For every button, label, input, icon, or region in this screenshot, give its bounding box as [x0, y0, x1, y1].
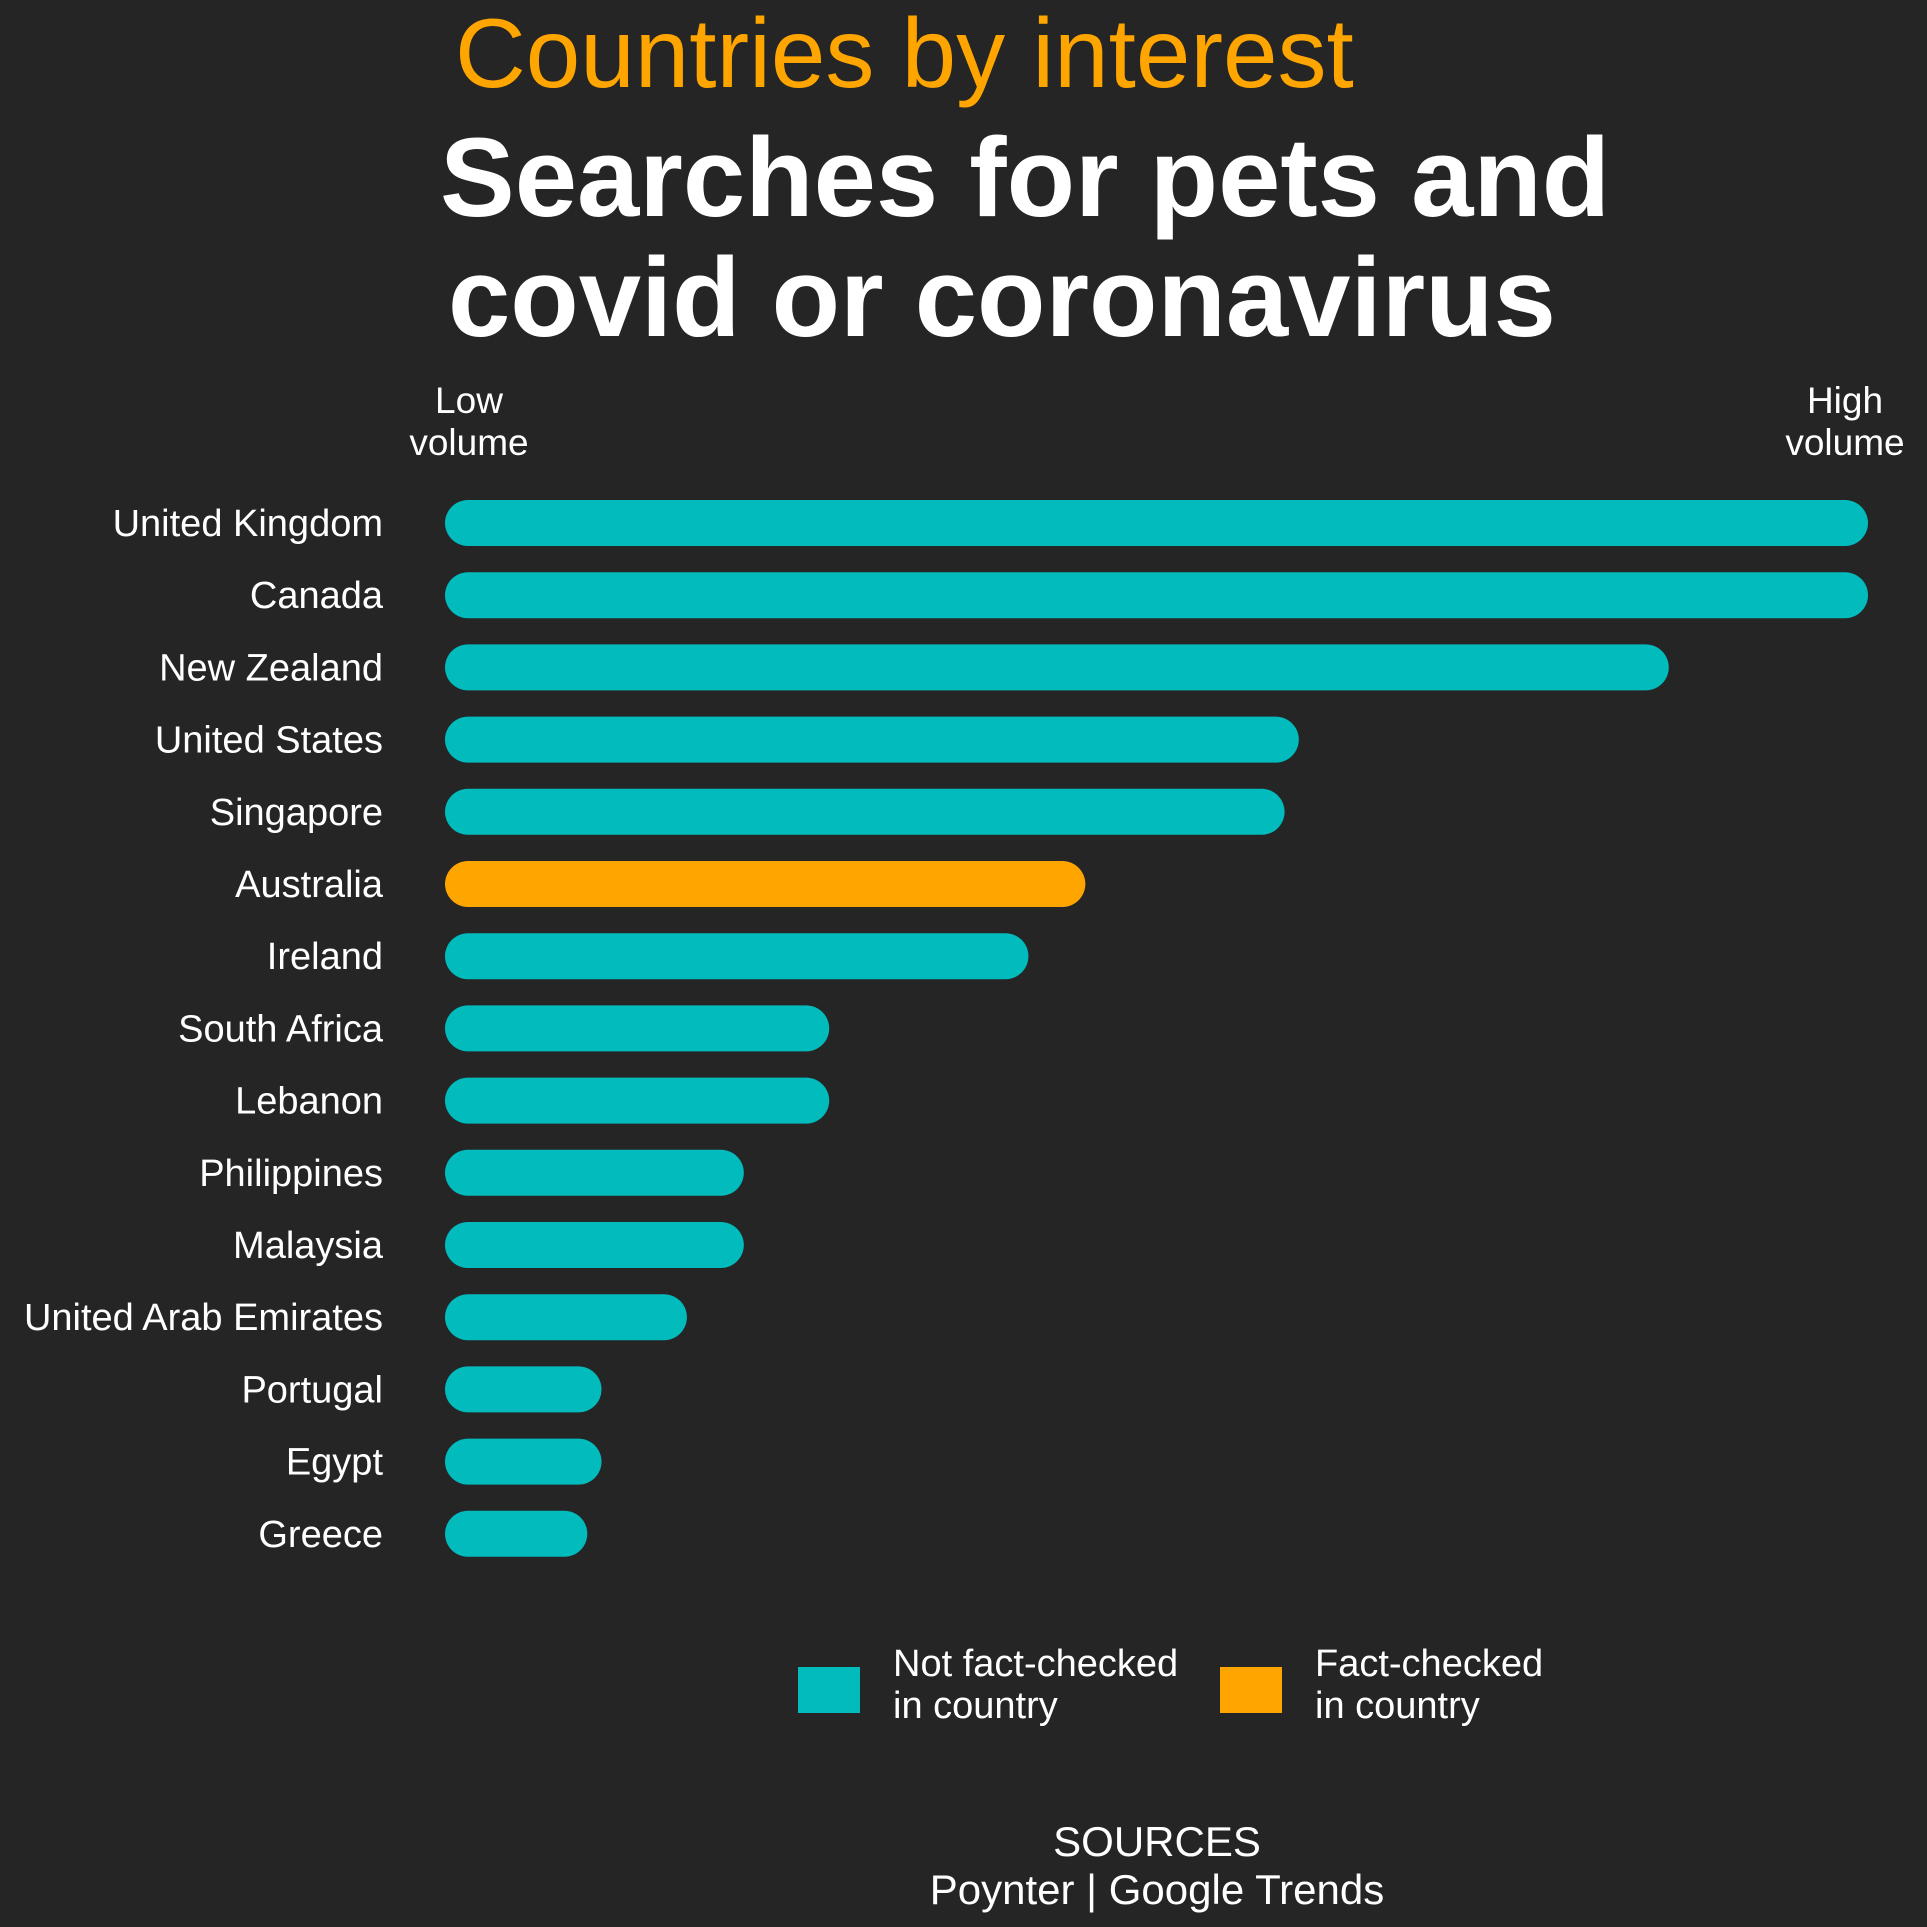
- bar-philippines: [445, 1149, 744, 1196]
- legend-item-fact-checked: Fact-checked in country: [1220, 1643, 1580, 1743]
- category-label-united-kingdom: United Kingdom: [113, 503, 383, 545]
- scale-low-label-line-2: volume: [409, 422, 529, 463]
- category-label-south-africa: South Africa: [178, 1008, 384, 1050]
- bar-malaysia: [445, 1222, 744, 1268]
- bar-ireland: [445, 933, 1029, 980]
- category-label-malaysia: Malaysia: [233, 1225, 384, 1267]
- bar-singapore: [445, 788, 1285, 835]
- scale-low-label: Low volume: [384, 380, 554, 464]
- category-label-egypt: Egypt: [286, 1442, 384, 1484]
- bar-united-kingdom: [445, 500, 1868, 546]
- legend-label-not-fact-checked-line-2: in country: [893, 1685, 1058, 1727]
- chart-title-line-2: covid or coronavirus: [448, 235, 1556, 360]
- bar-australia: [445, 861, 1086, 907]
- legend-swatch-not-fact-checked: [798, 1667, 860, 1713]
- chart-kicker: Countries by interest: [455, 0, 1354, 108]
- legend-swatch-fact-checked: [1220, 1667, 1282, 1713]
- category-label-united-states: United States: [155, 720, 383, 762]
- bar-new-zealand: [445, 644, 1669, 691]
- category-label-philippines: Philippines: [199, 1153, 383, 1195]
- bar-greece: [445, 1510, 588, 1557]
- sources-note: SOURCES Poynter | Google Trends: [857, 1818, 1457, 1914]
- scale-high-label: High volume: [1760, 380, 1927, 464]
- legend-label-fact-checked-line-1: Fact-checked: [1315, 1643, 1544, 1685]
- category-label-singapore: Singapore: [210, 792, 383, 834]
- legend-label-not-fact-checked: Not fact-checked in country: [893, 1643, 1178, 1727]
- bar-south-africa: [445, 1005, 830, 1052]
- chart-title: Searches for pets and covid or coronavir…: [440, 118, 1610, 358]
- legend-label-not-fact-checked-line-1: Not fact-checked: [893, 1643, 1179, 1685]
- scale-low-label-line-1: Low: [435, 380, 503, 421]
- bar-united-states: [445, 716, 1299, 763]
- category-label-australia: Australia: [235, 864, 384, 906]
- category-label-united-arab-emirates: United Arab Emirates: [24, 1297, 383, 1339]
- legend-item-not-fact-checked: Not fact-checked in country: [798, 1643, 1178, 1743]
- category-label-portugal: Portugal: [241, 1369, 383, 1411]
- scale-high-label-line-2: volume: [1785, 422, 1905, 463]
- bar-egypt: [445, 1438, 602, 1485]
- category-label-ireland: Ireland: [267, 936, 383, 978]
- sources-heading: SOURCES: [1053, 1818, 1261, 1865]
- category-label-greece: Greece: [258, 1514, 383, 1556]
- category-label-new-zealand: New Zealand: [159, 647, 383, 689]
- legend-label-fact-checked-line-2: in country: [1315, 1685, 1480, 1727]
- bar-lebanon: [445, 1077, 830, 1124]
- sources-text: Poynter | Google Trends: [929, 1866, 1385, 1913]
- legend-label-fact-checked: Fact-checked in country: [1315, 1643, 1543, 1727]
- category-label-canada: Canada: [250, 575, 384, 617]
- category-label-lebanon: Lebanon: [235, 1081, 383, 1123]
- bar-canada: [445, 572, 1868, 619]
- bar-portugal: [445, 1366, 602, 1413]
- bar-united-arab-emirates: [445, 1294, 687, 1341]
- chart-title-line-1: Searches for pets and: [440, 115, 1611, 240]
- scale-high-label-line-1: High: [1806, 380, 1884, 421]
- bar-chart: United Kingdom Canada New Zealand United St…: [24, 500, 1868, 1557]
